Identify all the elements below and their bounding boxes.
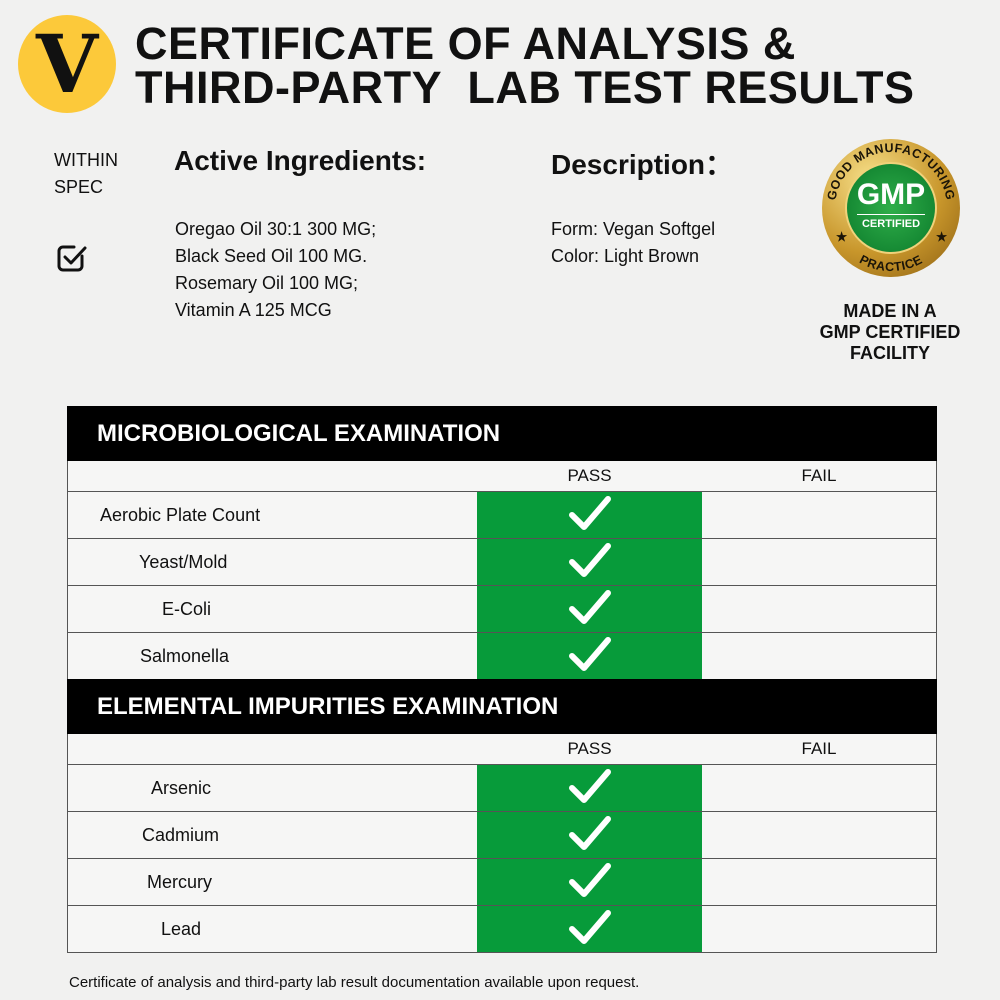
pass-cell: [477, 906, 702, 952]
checkmark-icon: [568, 495, 612, 536]
table-row: Aerobic Plate Count: [67, 492, 937, 539]
footer-note: Certificate of analysis and third-party …: [69, 974, 640, 991]
fail-cell: [702, 586, 936, 632]
active-ingredients-list: Oregao Oil 30:1 300 MG; Black Seed Oil 10…: [175, 219, 377, 320]
fail-cell: [702, 859, 936, 905]
table-row: E-Coli: [67, 586, 937, 633]
checkbox-check-icon: [56, 242, 90, 279]
fail-cell: [702, 492, 936, 538]
page-title: CERTIFICATE OF ANALYSIS & THIRD-PARTY LA…: [135, 18, 915, 113]
elemental-table: ELEMENTAL IMPURITIES EXAMINATION PASS FAIL…: [67, 679, 937, 953]
fail-cell: [702, 765, 936, 811]
checkmark-icon: [568, 589, 612, 630]
checkmark-icon: [568, 636, 612, 677]
checkmark-icon: [568, 815, 612, 856]
fail-cell: [702, 633, 936, 679]
table-row: Mercury: [67, 859, 937, 906]
description-list: Form: Vegan Softgel Color: Light Brown: [551, 219, 716, 266]
fail-cell: [702, 812, 936, 858]
gmp-seal: GOOD MANUFACTURING PRACTICE ★ ★ GMP CERTI…: [822, 139, 960, 277]
pass-cell: [477, 539, 702, 585]
pass-cell: [477, 633, 702, 679]
fail-cell: [702, 539, 936, 585]
pass-cell: [477, 812, 702, 858]
table-row: Cadmium: [67, 812, 937, 859]
checkmark-icon: [568, 768, 612, 809]
pass-cell: [477, 492, 702, 538]
active-ingredients-heading: Active Ingredients:: [174, 145, 427, 176]
table-row: Lead: [67, 906, 937, 953]
column-headers: PASS FAIL: [67, 461, 937, 492]
gmp-facility-text: MADE IN A GMP CERTIFIED FACILITY: [819, 301, 961, 363]
pass-cell: [477, 859, 702, 905]
checkmark-icon: [568, 862, 612, 903]
micro-table: MICROBIOLOGICAL EXAMINATION PASS FAIL Aerob…: [67, 406, 937, 680]
within-spec-label: WITHIN SPEC: [54, 150, 118, 197]
pass-cell: [477, 586, 702, 632]
star-icon: ★: [836, 230, 848, 244]
star-icon: ★: [936, 230, 948, 244]
checkmark-icon: [568, 542, 612, 583]
gmp-bottom-text: PRACTICE: [857, 252, 925, 274]
table-row: Salmonella: [67, 633, 937, 680]
column-headers: PASS FAIL: [67, 734, 937, 765]
table-row: Arsenic: [67, 765, 937, 812]
table-row: Yeast/Mold: [67, 539, 937, 586]
description-heading: Description：: [551, 149, 734, 180]
pass-cell: [477, 765, 702, 811]
section-header: MICROBIOLOGICAL EXAMINATION: [67, 406, 937, 461]
checkmark-icon: [568, 909, 612, 950]
section-header: ELEMENTAL IMPURITIES EXAMINATION: [67, 679, 937, 734]
brand-logo: V: [18, 15, 116, 113]
fail-cell: [702, 906, 936, 952]
